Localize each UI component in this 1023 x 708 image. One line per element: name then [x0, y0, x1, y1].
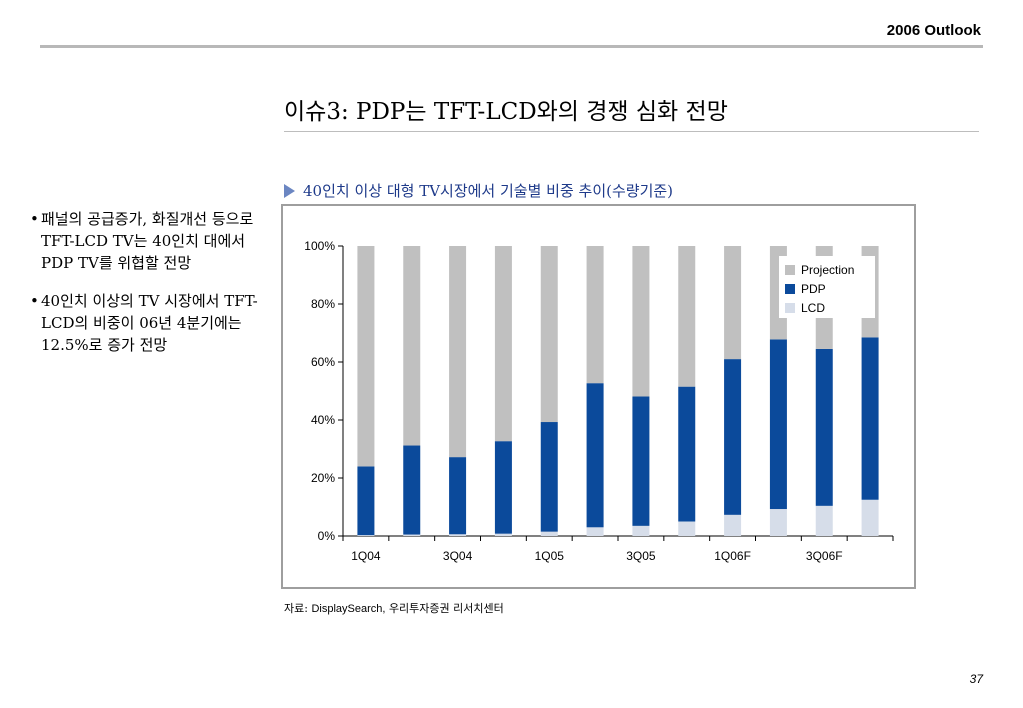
bullet-text: 40인치 이상의 TV 시장에서 TFT-LCD의 비중이 06년 4분기에는 …: [41, 292, 258, 354]
bar-projection-4q04: [494, 246, 512, 442]
legend-swatch-lcd: [785, 303, 795, 313]
bar-lcd-2q06f: [769, 509, 787, 536]
bar-projection-4q05: [678, 246, 696, 387]
x-tick-label: 3Q06F: [806, 549, 843, 563]
source-name: DisplaySearch,: [311, 603, 386, 615]
x-tick-label: 1Q06F: [714, 549, 751, 563]
bar-pdp-3q04: [449, 457, 467, 535]
title-divider: [284, 131, 979, 132]
y-tick-label: 100%: [304, 239, 335, 253]
bullet-item: • 40인치 이상의 TV 시장에서 TFT-LCD의 비중이 06년 4분기에…: [30, 290, 260, 356]
y-tick-label: 20%: [311, 471, 335, 485]
bar-lcd-2q04: [403, 534, 421, 536]
bullet-dot-icon: •: [30, 292, 39, 310]
bar-pdp-1q06f: [724, 359, 742, 515]
triangle-bullet-icon: [284, 183, 295, 198]
y-tick-label: 0%: [318, 529, 336, 543]
header-divider: [40, 45, 983, 48]
legend-label-pdp: PDP: [801, 282, 826, 296]
legend-swatch-projection: [785, 265, 795, 275]
bar-lcd-3q05: [632, 525, 650, 536]
x-tick-label: 1Q05: [535, 549, 565, 563]
chart-caption: 40인치 이상 대형 TV시장에서 기술별 비중 추이(수량기준): [284, 180, 673, 201]
stacked-bar-chart: 0% 20% 40% 60% 80% 100% 1Q04 3Q04 1Q05 3Q05 1Q06F 3…: [304, 239, 894, 563]
bullet-item: • 패널의 공급증가, 화질개선 등으로 TFT-LCD TV는 40인치 대에…: [30, 208, 260, 274]
bar-lcd-1q05: [540, 531, 558, 536]
bar-lcd-1q06f: [724, 514, 742, 536]
bullet-list: • 패널의 공급증가, 화질개선 등으로 TFT-LCD TV는 40인치 대에…: [30, 208, 260, 372]
source-note: 자료: DisplaySearch, 우리투자증권 리서치센터: [284, 600, 504, 616]
source-suffix: 우리투자증권 리서치센터: [388, 602, 504, 615]
chart-frame: 0% 20% 40% 60% 80% 100% 1Q04 3Q04 1Q05 3Q05 1Q06F 3…: [281, 204, 916, 589]
source-prefix: 자료:: [284, 602, 308, 615]
bar-pdp-4q05: [678, 386, 696, 522]
bullet-dot-icon: •: [30, 210, 39, 228]
y-tick-label: 80%: [311, 297, 335, 311]
bar-projection-1q05: [540, 246, 558, 423]
y-tick-label: 60%: [311, 355, 335, 369]
chart-caption-text: 40인치 이상 대형 TV시장에서 기술별 비중 추이(수량기준): [303, 182, 674, 200]
bar-pdp-2q06f: [769, 339, 787, 510]
bar-pdp-2q05: [586, 383, 604, 528]
bar-lcd-4q04: [494, 533, 512, 536]
bar-projection-1q06f: [724, 246, 742, 360]
bar-projection-2q05: [586, 246, 604, 384]
x-tick-label: 3Q04: [443, 549, 473, 563]
page-number: 37: [969, 672, 983, 686]
bar-projection-3q04: [449, 246, 467, 458]
legend-label-lcd: LCD: [801, 301, 825, 315]
bar-lcd-1q04: [357, 535, 375, 536]
bar-pdp-3q05: [632, 396, 650, 526]
x-tick-label: 1Q04: [351, 549, 381, 563]
y-tick-label: 40%: [311, 413, 335, 427]
legend-swatch-pdp: [785, 284, 795, 294]
bar-pdp-1q04: [357, 466, 375, 536]
bar-pdp-3q06f: [815, 348, 833, 506]
legend-label-projection: Projection: [801, 263, 854, 277]
bar-pdp-4q04: [494, 441, 512, 534]
bar-projection-3q05: [632, 246, 650, 397]
bar-lcd-2q05: [586, 527, 604, 536]
bar-lcd-4q05: [678, 521, 696, 536]
bullet-text: 패널의 공급증가, 화질개선 등으로 TFT-LCD TV는 40인치 대에서 …: [41, 210, 254, 272]
x-tick-label: 3Q05: [626, 549, 656, 563]
bar-projection-1q04: [357, 246, 375, 467]
header-title: 2006 Outlook: [886, 22, 981, 39]
bar-projection-2q04: [403, 246, 421, 446]
bar-pdp-2q04: [403, 445, 421, 535]
bar-lcd-4q06f: [861, 499, 879, 536]
bar-pdp-1q05: [540, 422, 558, 532]
bar-lcd-3q04: [449, 534, 467, 536]
bar-lcd-3q06f: [815, 505, 833, 536]
slide-title: 이슈3: PDP는 TFT-LCD와의 경쟁 심화 전망: [284, 99, 728, 125]
bar-pdp-4q06f: [861, 337, 879, 500]
